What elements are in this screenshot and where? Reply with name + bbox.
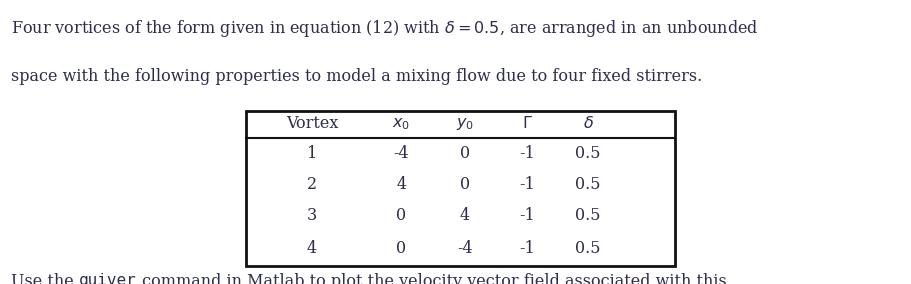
Text: Vortex: Vortex <box>285 115 338 132</box>
Text: 3: 3 <box>306 207 317 224</box>
Text: 0.5: 0.5 <box>575 176 600 193</box>
Text: -1: -1 <box>518 176 535 193</box>
Text: 4: 4 <box>306 240 317 257</box>
Text: command in Matlab to plot the velocity vector field associated with this: command in Matlab to plot the velocity v… <box>137 273 725 284</box>
Text: 0: 0 <box>395 207 406 224</box>
Text: space with the following properties to model a mixing flow due to four fixed sti: space with the following properties to m… <box>11 68 701 85</box>
Text: $\Gamma$: $\Gamma$ <box>521 115 532 132</box>
Text: 0: 0 <box>395 240 406 257</box>
Text: $y_0$: $y_0$ <box>456 115 474 132</box>
Text: -4: -4 <box>393 145 409 162</box>
Text: 0.5: 0.5 <box>575 240 600 257</box>
Text: -1: -1 <box>518 240 535 257</box>
Text: -1: -1 <box>518 145 535 162</box>
Text: 0: 0 <box>459 176 470 193</box>
Text: 0: 0 <box>459 145 470 162</box>
Text: -4: -4 <box>456 240 473 257</box>
Text: Four vortices of the form given in equation (12) with $\delta = 0.5$, are arrang: Four vortices of the form given in equat… <box>11 18 758 39</box>
Text: 1: 1 <box>306 145 317 162</box>
Text: -1: -1 <box>518 207 535 224</box>
Text: $x_0$: $x_0$ <box>392 115 410 132</box>
Text: quiver: quiver <box>78 273 137 284</box>
Text: 0.5: 0.5 <box>575 145 600 162</box>
Text: 0.5: 0.5 <box>575 207 600 224</box>
Text: 4: 4 <box>459 207 470 224</box>
Text: $\delta$: $\delta$ <box>582 115 593 132</box>
Text: 2: 2 <box>306 176 317 193</box>
Text: 4: 4 <box>395 176 406 193</box>
Text: Use the: Use the <box>11 273 78 284</box>
